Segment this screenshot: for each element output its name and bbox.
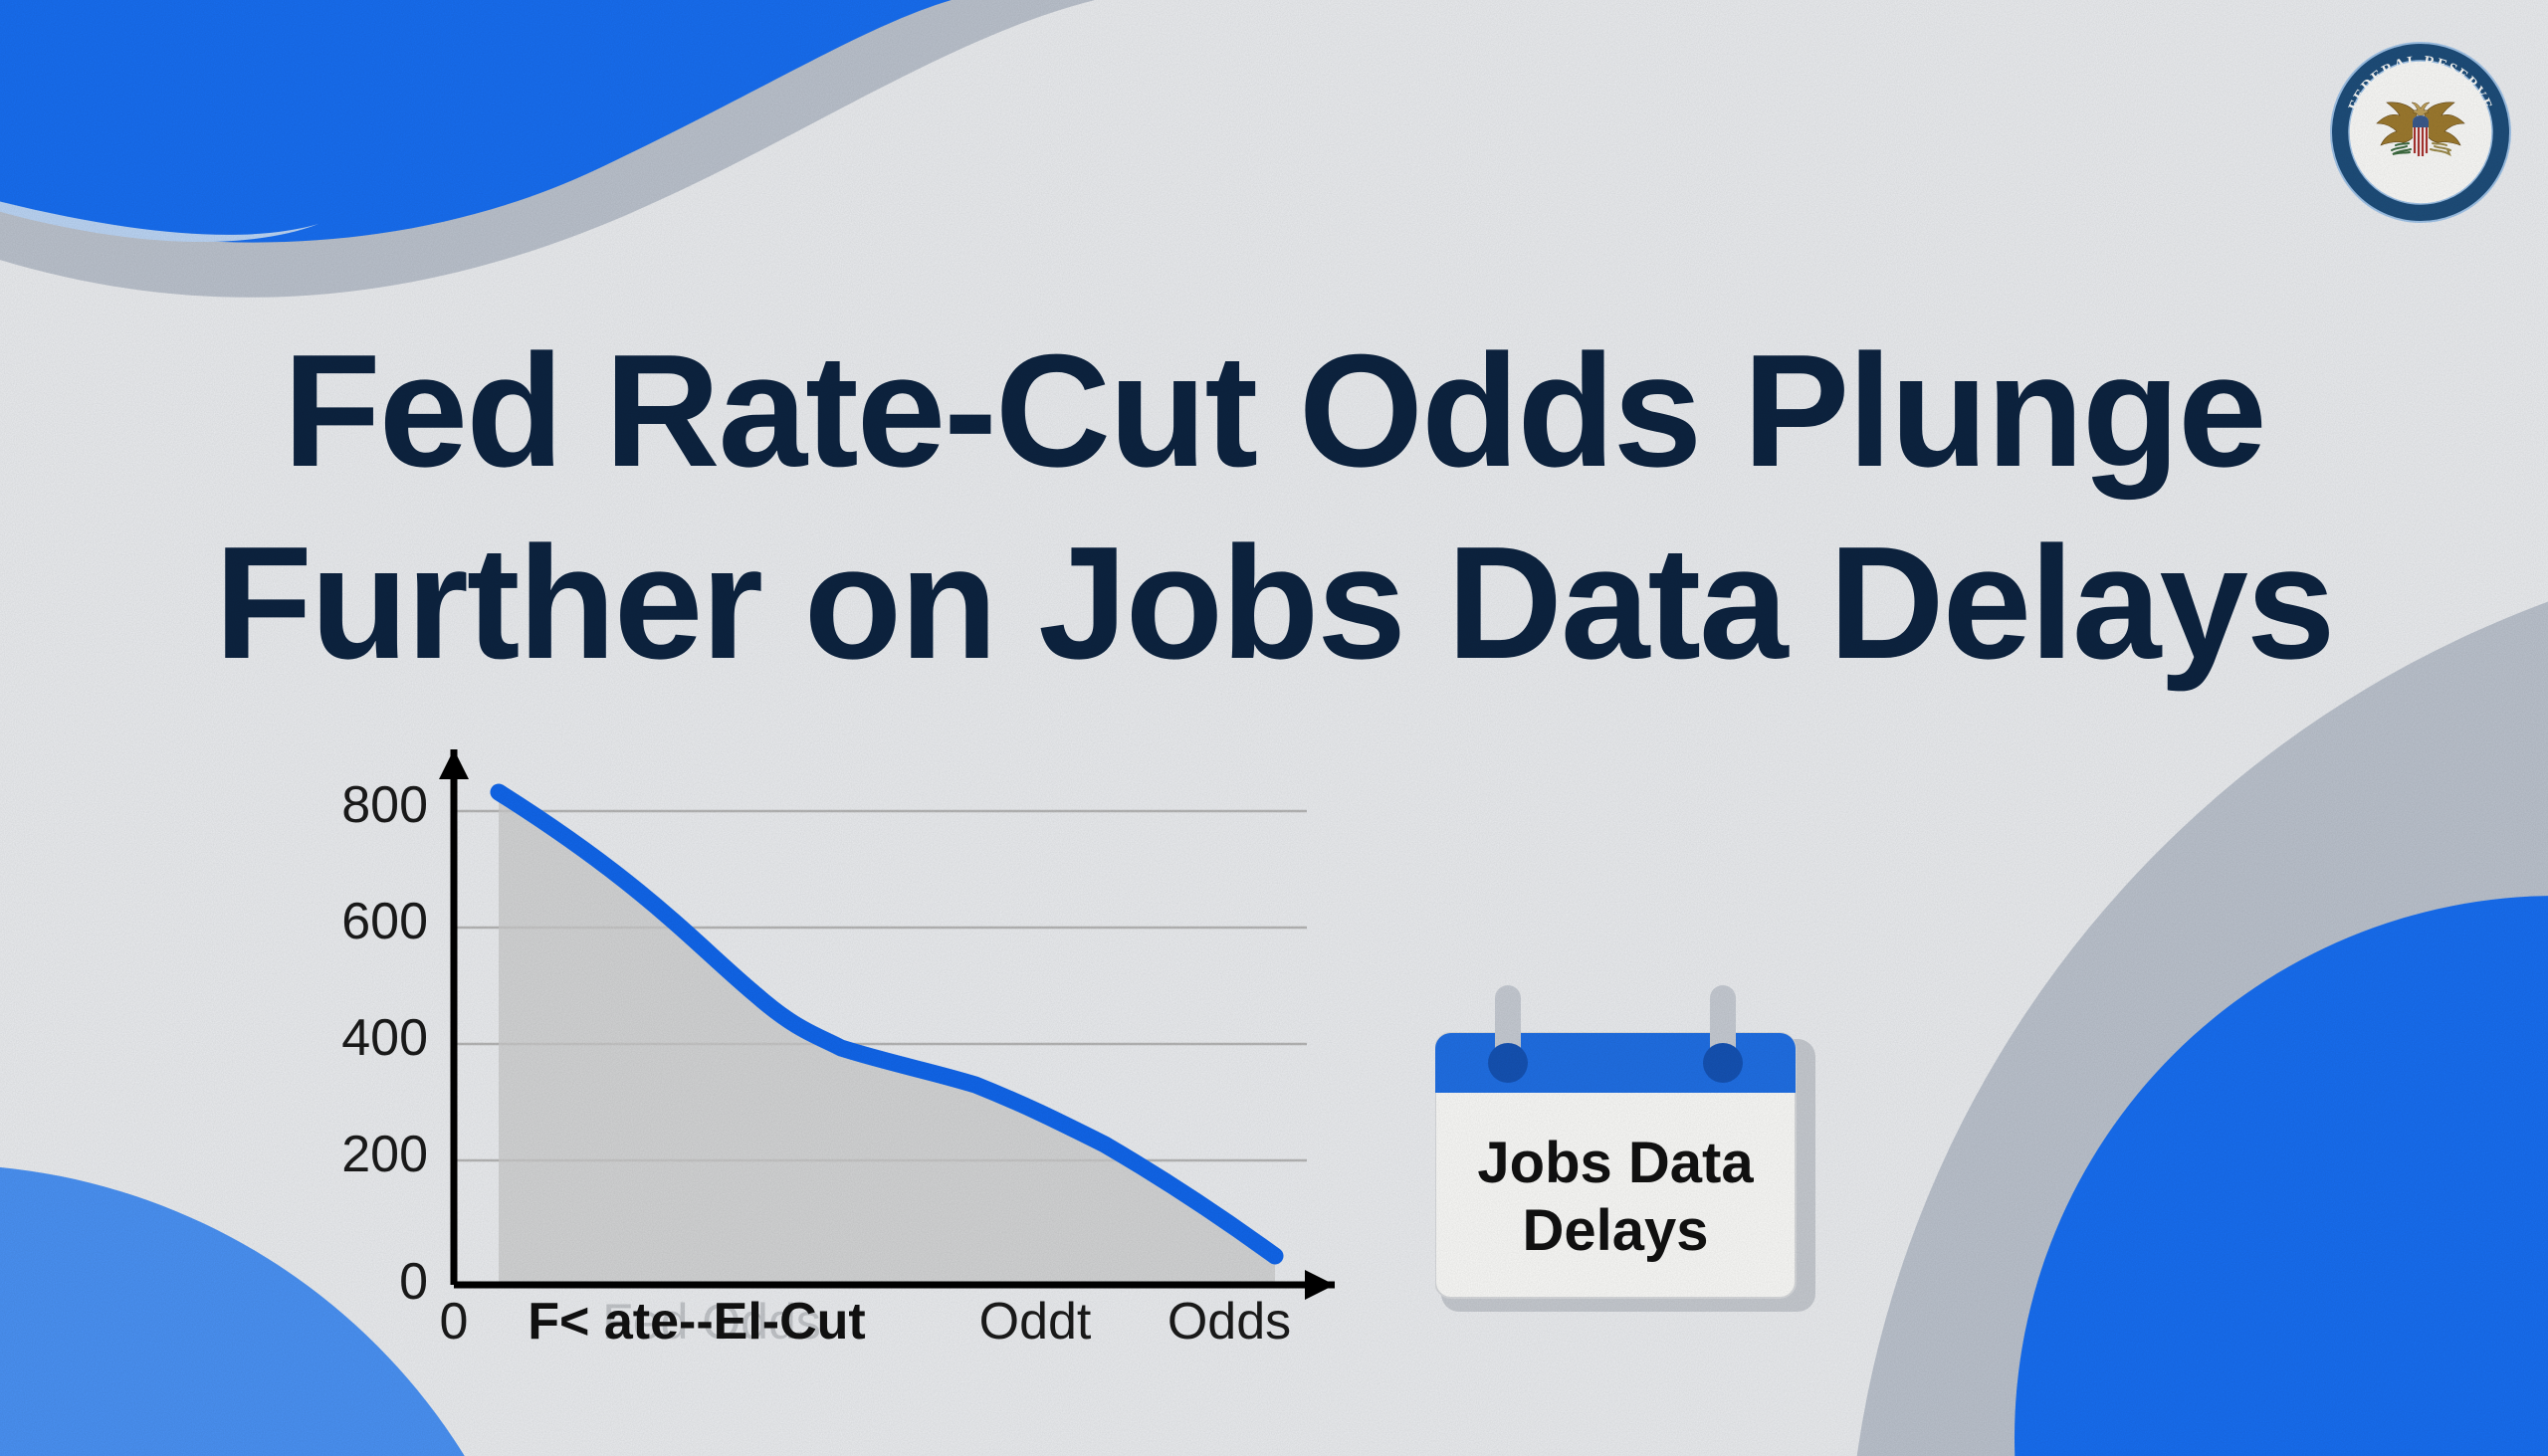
svg-text:Delays: Delays <box>1522 1198 1708 1263</box>
svg-text:600: 600 <box>341 893 428 950</box>
svg-text:400: 400 <box>341 1009 428 1067</box>
svg-text:0: 0 <box>440 1293 469 1351</box>
svg-text:F< ate‑‑El‑Cut: F< ate‑‑El‑Cut <box>528 1293 865 1351</box>
svg-text:200: 200 <box>341 1126 428 1183</box>
svg-text:0: 0 <box>399 1253 428 1311</box>
svg-text:800: 800 <box>341 776 428 834</box>
svg-text:Oddt: Oddt <box>979 1293 1092 1351</box>
svg-text:Odds: Odds <box>1168 1293 1291 1351</box>
svg-text:Jobs Data: Jobs Data <box>1477 1131 1754 1195</box>
